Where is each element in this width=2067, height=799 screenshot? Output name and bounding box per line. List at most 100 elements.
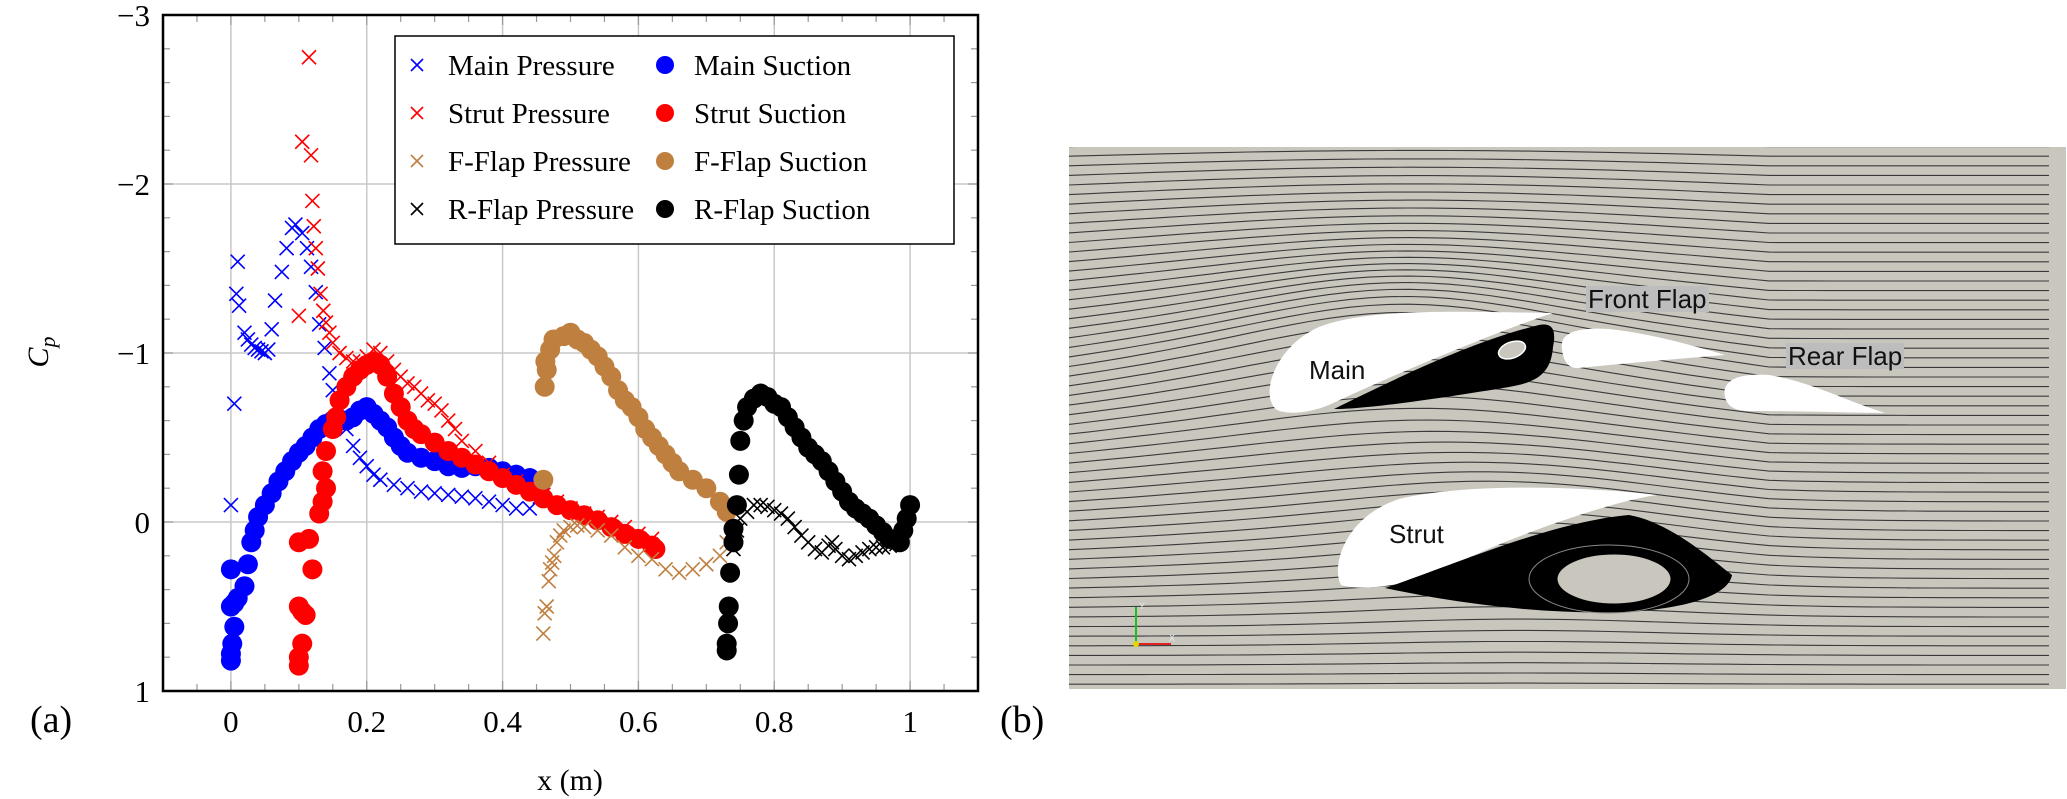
data-point [220,559,241,580]
legend-label: Main Suction [694,50,852,82]
data-point [685,561,701,577]
cp-chart: 0 0.2 0.4 0.6 0.8 1 −3 −2 −1 0 1 x (m) Cp Main Pr… [22,0,980,797]
x-tick-labels: 0 0.2 0.4 0.6 0.8 1 [223,704,918,739]
data-point [730,430,751,451]
svg-text:Cp: Cp [22,336,60,367]
data-point [712,548,728,564]
streamline [1069,158,2049,167]
data-point [698,556,714,572]
data-point [533,469,554,490]
data-point [325,335,341,351]
series-strut-suction [288,351,666,676]
data-point [313,286,329,302]
streamline [1069,288,2049,340]
streamline [1069,618,2049,628]
y-tick-label: 0 [135,505,151,540]
streamline [1069,191,2049,205]
data-point [590,522,606,539]
streamline [1069,682,2049,685]
data-point [900,495,921,516]
data-point [386,477,402,493]
y-axis-title-sub: p [35,336,60,349]
data-point [454,489,470,505]
data-point [308,240,324,256]
data-point [237,554,258,575]
data-point [295,604,316,625]
streamline [1069,651,2049,656]
data-point [671,565,687,581]
axis-triad: Y X [1133,601,1175,647]
streamline [1069,672,2049,676]
legend: Main Pressure Main Suction Strut Pressure S… [394,35,955,245]
data-point [301,49,317,65]
streamline-field: Y X [1069,147,2049,685]
legend-marker-dot [656,104,674,122]
y-axis-title: Cp [22,336,60,367]
streamline [1069,243,2049,272]
main-airfoil [1269,311,1553,413]
panel-label-a: (a) [30,699,73,741]
data-point [534,376,555,397]
legend-marker-x [410,106,424,120]
strut-airfoil [1337,487,1657,588]
data-point [787,519,803,535]
legend-item: Main Suction [656,50,852,82]
data-point [696,478,717,499]
streamline [1069,461,2049,493]
data-point [728,464,749,485]
data-point [630,548,646,564]
data-point [433,402,450,419]
x-tick-label: 0 [223,704,239,739]
data-point [318,315,334,331]
data-point [260,342,276,358]
legend-item: F-Flap Pressure [410,146,631,178]
data-point [773,505,789,522]
legend-item: Main Pressure [410,50,615,82]
label-rear-flap: Rear Flap [1786,341,1905,371]
strut-vortex-core [1554,551,1674,607]
streamline [1069,269,2049,311]
y-tick-label: −2 [117,167,150,202]
data-point [508,500,524,517]
streamline [1069,520,2049,551]
triad-x-label: X [1169,633,1175,643]
streamline [1069,383,2049,426]
data-point [310,260,326,277]
data-point [294,134,310,150]
streamline [1069,430,2049,464]
x-tick-label: 0.8 [755,704,794,739]
data-point [316,478,336,499]
label-front-flap: Front Flap [1586,284,1709,314]
data-point [224,616,245,637]
legend-item: R-Flap Suction [656,194,871,226]
data-point [399,480,416,496]
streamline [1069,281,2049,330]
streamline [1069,662,2049,666]
y-axis-title-main: C [22,347,55,368]
data-point [546,548,562,564]
streamline [1069,334,2049,388]
data-point [723,518,744,539]
data-point [716,633,737,654]
data-point [223,497,239,513]
streamline [1069,166,2049,176]
streamline [1069,346,2049,397]
legend-label: F-Flap Suction [694,146,868,178]
triad-y-label: Y [1139,601,1145,611]
legend-label: Main Pressure [448,50,615,82]
data-point [234,576,255,597]
streamline [1069,480,2049,512]
data-point [440,487,456,503]
data-point [226,396,242,412]
streamlines [1069,147,2049,685]
data-point [267,293,283,309]
streamline [1069,207,2049,224]
streamline [1069,640,2049,647]
data-point [658,561,674,577]
streamline [1069,322,2049,378]
x-tick-label: 1 [902,704,918,739]
data-point [326,407,347,428]
series-main-suction [220,397,550,671]
data-point [345,438,361,454]
data-point [292,633,313,654]
